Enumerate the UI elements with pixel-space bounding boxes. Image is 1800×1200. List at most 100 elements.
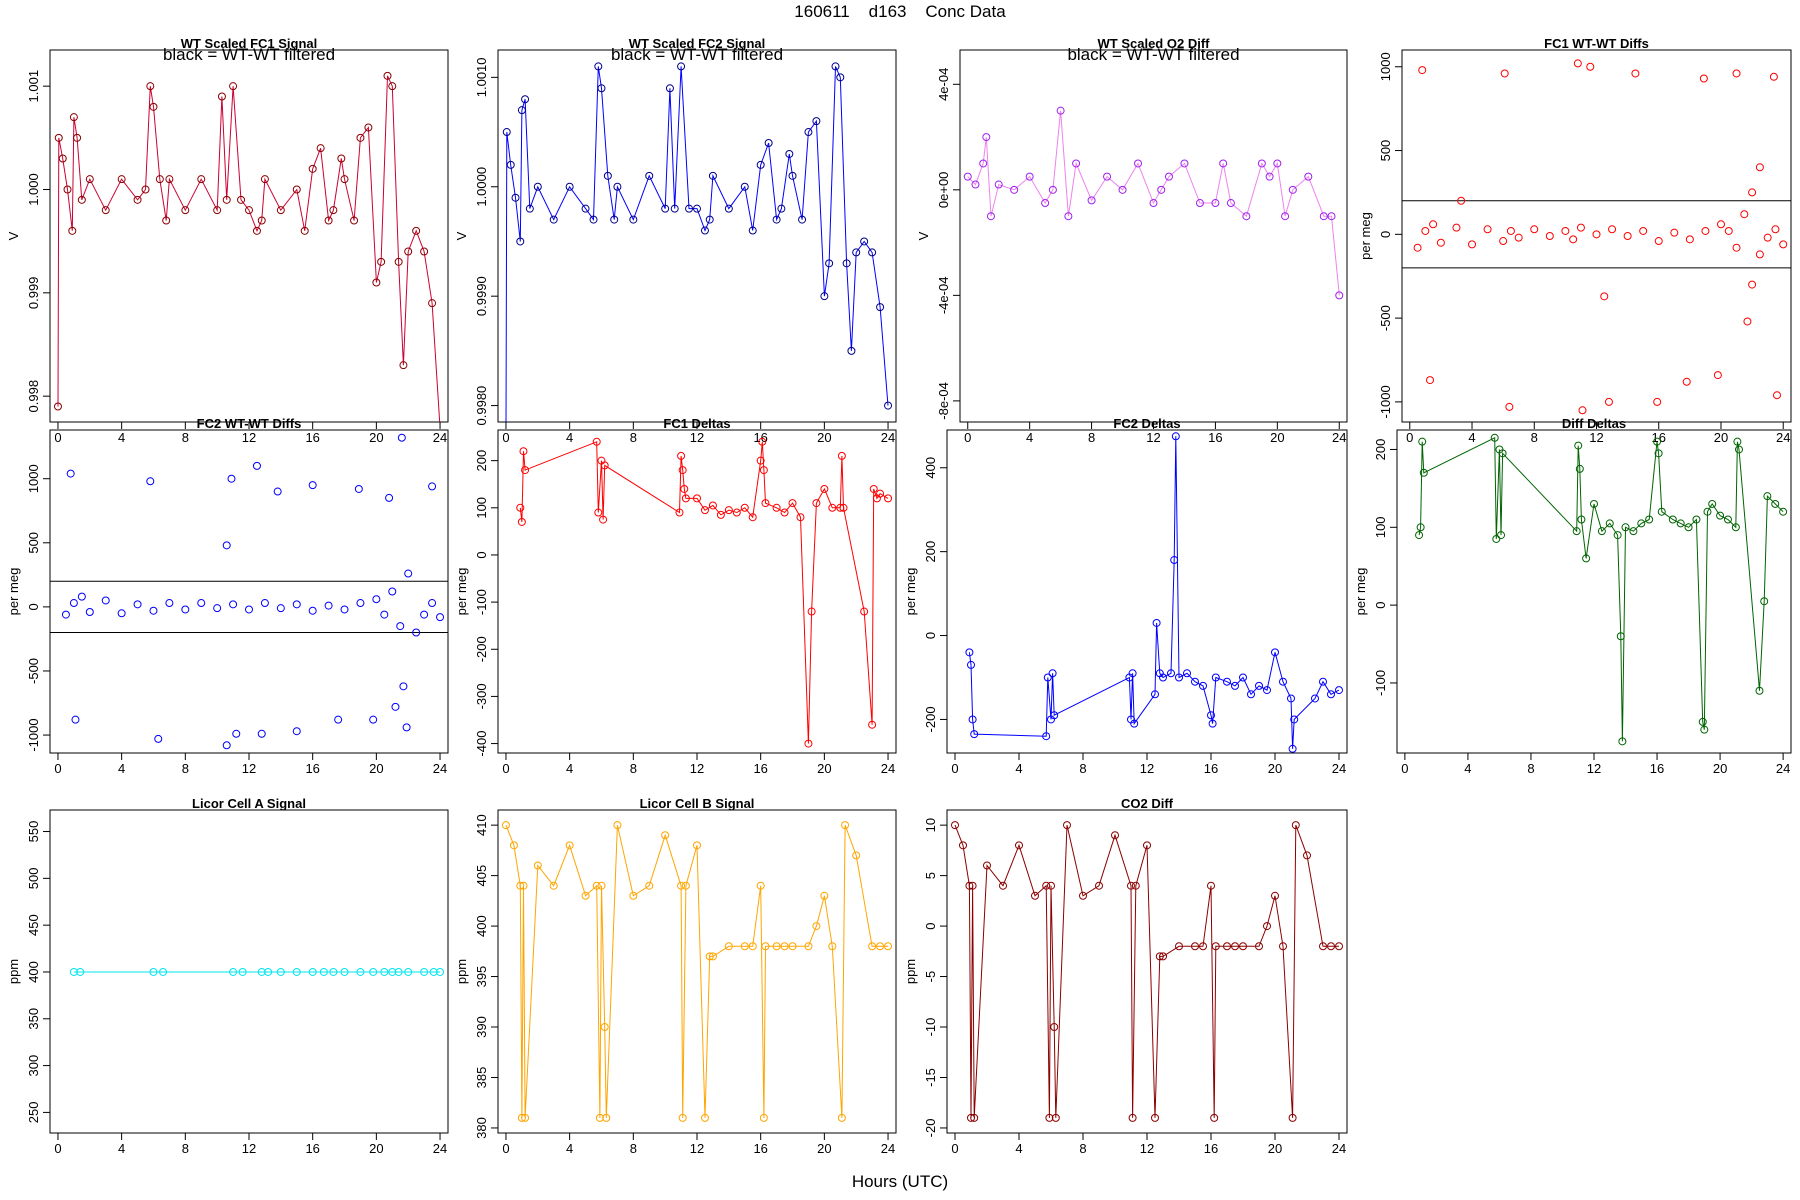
data-point bbox=[1239, 942, 1247, 951]
x-tick-label: 20 bbox=[817, 761, 831, 776]
x-tick-label: 12 bbox=[690, 430, 704, 445]
panel-title: Licor Cell B Signal bbox=[640, 796, 755, 811]
data-point bbox=[229, 82, 238, 91]
data-point bbox=[385, 493, 394, 502]
data-point bbox=[516, 503, 525, 512]
series-line bbox=[57, 75, 441, 422]
data-point bbox=[324, 216, 333, 225]
panel-11: CO2 Diff 0 4 8 12 16 20 24 10 5 0 -5 -10 -15 -20 ppm bbox=[903, 796, 1348, 1156]
x-tick-label: 12 bbox=[690, 1141, 704, 1156]
data-point bbox=[852, 248, 861, 257]
data-point bbox=[436, 967, 445, 976]
x-tick-label: 16 bbox=[1204, 1141, 1218, 1156]
x-tick-label: 0 bbox=[502, 1141, 509, 1156]
data-point bbox=[1015, 841, 1023, 850]
data-point bbox=[257, 967, 266, 976]
data-point bbox=[1498, 449, 1507, 458]
data-point bbox=[222, 741, 231, 750]
data-point bbox=[146, 477, 155, 486]
data-point bbox=[340, 605, 349, 614]
data-point bbox=[1152, 618, 1161, 627]
y-axis-label: ppm bbox=[903, 959, 918, 984]
data-point bbox=[149, 967, 158, 976]
data-point bbox=[759, 466, 768, 475]
data-point bbox=[1616, 632, 1625, 641]
data-point bbox=[1288, 744, 1297, 753]
data-point bbox=[1273, 159, 1282, 168]
data-point bbox=[1319, 942, 1327, 951]
data-point bbox=[839, 503, 848, 512]
data-point bbox=[1327, 212, 1336, 221]
data-point bbox=[1170, 556, 1179, 565]
data-point bbox=[1577, 515, 1586, 524]
data-point bbox=[700, 506, 709, 515]
data-point bbox=[337, 154, 346, 163]
y-tick-label: 500 bbox=[26, 867, 41, 889]
data-point bbox=[372, 595, 381, 604]
data-point bbox=[1743, 317, 1752, 326]
data-point bbox=[429, 967, 438, 976]
y-axis-label: ppm bbox=[6, 959, 21, 984]
data-point bbox=[1418, 66, 1427, 75]
data-point bbox=[1263, 686, 1271, 695]
data-point bbox=[252, 226, 261, 235]
data-point bbox=[828, 503, 837, 512]
data-point bbox=[876, 942, 885, 951]
data-point bbox=[565, 841, 574, 850]
panel-title: WT Scaled FC2 Signal bbox=[629, 36, 766, 51]
data-point bbox=[1319, 212, 1328, 221]
data-point bbox=[1608, 225, 1617, 234]
series-line bbox=[968, 436, 1340, 749]
data-point bbox=[1723, 515, 1732, 524]
data-point bbox=[69, 113, 78, 122]
data-point bbox=[1042, 881, 1051, 890]
data-point bbox=[1291, 821, 1300, 830]
y-tick-label: -20 bbox=[923, 1119, 938, 1138]
y-tick-label: -100 bbox=[1373, 670, 1388, 696]
panel-title: Diff Deltas bbox=[1562, 416, 1626, 431]
data-point bbox=[1569, 235, 1578, 244]
data-point bbox=[825, 259, 834, 268]
y-tick-label: -100 bbox=[474, 589, 489, 615]
data-point bbox=[1164, 172, 1173, 181]
panel-9: Licor Cell A Signal 0 4 8 12 16 20 24 250 300 350 4… bbox=[6, 796, 449, 1156]
data-point bbox=[1010, 185, 1019, 194]
x-tick-label: 4 bbox=[118, 1141, 125, 1156]
data-point bbox=[1064, 212, 1073, 221]
data-point bbox=[292, 727, 301, 736]
data-point bbox=[994, 180, 1003, 189]
data-point bbox=[740, 182, 749, 191]
y-tick-label: 1000 bbox=[26, 464, 41, 493]
y-axis-label: V bbox=[6, 231, 21, 240]
data-point bbox=[391, 702, 400, 711]
data-point bbox=[581, 891, 590, 900]
y-tick-label: -1000 bbox=[26, 718, 41, 751]
data-point bbox=[396, 622, 405, 631]
data-point bbox=[404, 967, 413, 976]
y-tick-label: 1.0000 bbox=[474, 167, 489, 207]
data-point bbox=[1514, 233, 1523, 242]
data-point bbox=[1118, 185, 1127, 194]
data-point bbox=[869, 484, 878, 493]
data-point bbox=[1255, 942, 1263, 951]
data-point bbox=[1760, 597, 1769, 606]
data-point bbox=[549, 215, 558, 224]
data-point bbox=[681, 881, 690, 890]
data-point bbox=[1211, 199, 1220, 208]
x-tick-label: 8 bbox=[182, 430, 189, 445]
y-tick-label: 385 bbox=[474, 1067, 489, 1089]
data-point bbox=[276, 206, 285, 215]
data-point bbox=[1288, 1113, 1297, 1122]
data-point bbox=[1263, 922, 1271, 931]
x-tick-label: 12 bbox=[1589, 430, 1603, 445]
data-point bbox=[759, 1113, 768, 1122]
data-point bbox=[1311, 694, 1319, 703]
data-point bbox=[613, 182, 622, 191]
data-point bbox=[1468, 240, 1477, 249]
data-point bbox=[1207, 881, 1215, 890]
data-point bbox=[595, 1113, 604, 1122]
data-point bbox=[700, 1113, 709, 1122]
